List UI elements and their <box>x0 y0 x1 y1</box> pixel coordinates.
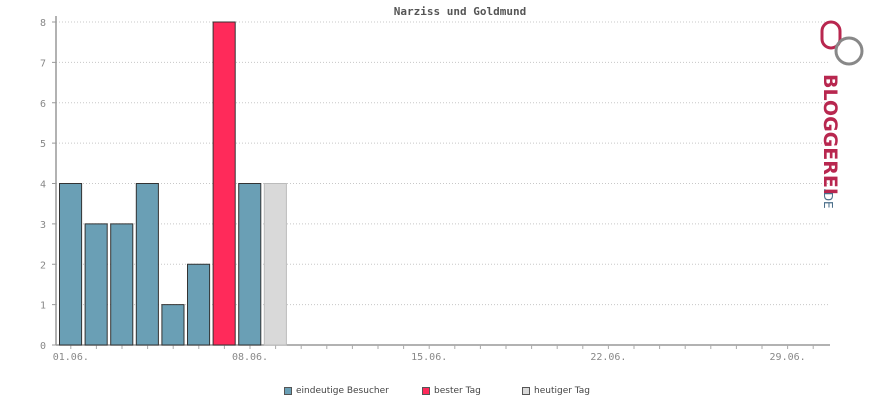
x-tick-label: 15.06. <box>411 352 447 363</box>
legend-swatch-visitors <box>284 387 292 395</box>
legend-label-today: heutiger Tag <box>534 386 591 396</box>
bar <box>59 183 83 346</box>
y-tick-label: 2 <box>40 260 46 271</box>
bloggerei-logo-graphic: BLOGGEREI .DE <box>819 20 864 209</box>
bloggerei-logo: BLOGGEREI .DE <box>812 18 868 218</box>
legend-label-visitors: eindeutige Besucher <box>296 386 389 396</box>
legend-item-visitors: eindeutige Besucher <box>284 386 389 396</box>
logo-ring-red <box>820 20 842 50</box>
legend-item-today: heutiger Tag <box>522 386 590 396</box>
bar <box>135 183 159 346</box>
chart-title: Narziss und Goldmund <box>393 5 527 18</box>
y-tick-label: 6 <box>40 99 46 110</box>
legend-item-best-day: bester Tag <box>422 386 481 396</box>
bar <box>84 223 108 346</box>
logo-text-main: BLOGGEREI <box>819 74 841 195</box>
y-tick-label: 3 <box>40 220 46 231</box>
bar <box>212 21 236 346</box>
x-tick-label: 01.06. <box>53 352 89 363</box>
legend-label-best-day: bester Tag <box>434 386 481 396</box>
y-tick-label: 5 <box>40 139 46 150</box>
logo-text-suffix: .DE <box>821 188 835 209</box>
y-tick-label: 1 <box>40 301 46 312</box>
bar <box>161 304 185 346</box>
legend-swatch-best-day <box>422 387 430 395</box>
chart-legend: eindeutige Besucher bester Tag heutiger … <box>0 386 870 400</box>
bar <box>110 223 134 346</box>
bar <box>238 183 262 346</box>
y-tick-label: 7 <box>40 58 46 69</box>
bar <box>263 183 287 346</box>
bar <box>187 263 211 346</box>
y-tick-label: 4 <box>40 180 46 191</box>
x-tick-label: 29.06. <box>770 352 806 363</box>
x-tick-label: 08.06. <box>232 352 268 363</box>
legend-swatch-today <box>522 387 530 395</box>
logo-ring-grey <box>834 36 864 66</box>
x-tick-label: 22.06. <box>590 352 626 363</box>
y-tick-label: 0 <box>40 341 46 352</box>
y-tick-label: 8 <box>40 18 46 29</box>
